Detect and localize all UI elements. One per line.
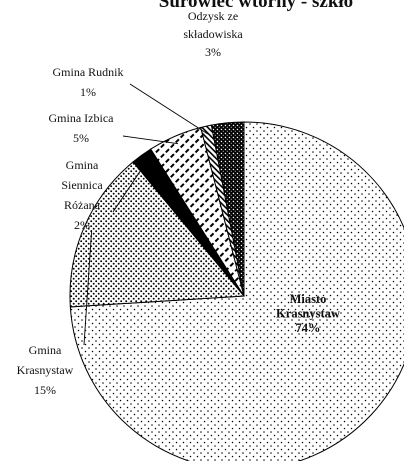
slice-label-2: Gmina Siennica Różana 2% bbox=[61, 158, 103, 232]
chart-title: Surowiec wtórny - szkło bbox=[159, 0, 353, 12]
pie-slice-0 bbox=[69, 121, 404, 466]
slice-label-0: Miasto Krasnystaw 74% bbox=[276, 292, 340, 335]
slice-label-3: Gmina Izbica 5% bbox=[49, 111, 115, 145]
pie-slice-1 bbox=[69, 161, 246, 308]
leader-line-3 bbox=[122, 135, 179, 145]
slice-label-1: Gmina Krasnystaw 15% bbox=[17, 343, 74, 397]
slice-label-5: Odzysk ze składowiska 3% bbox=[183, 9, 243, 59]
pie-slice-5 bbox=[210, 121, 245, 297]
leader-line-1 bbox=[83, 230, 93, 346]
leader-line-2 bbox=[112, 161, 147, 213]
slice-label-4: Gmina Rudnik 1% bbox=[53, 65, 124, 99]
leader-line-4 bbox=[129, 83, 209, 135]
